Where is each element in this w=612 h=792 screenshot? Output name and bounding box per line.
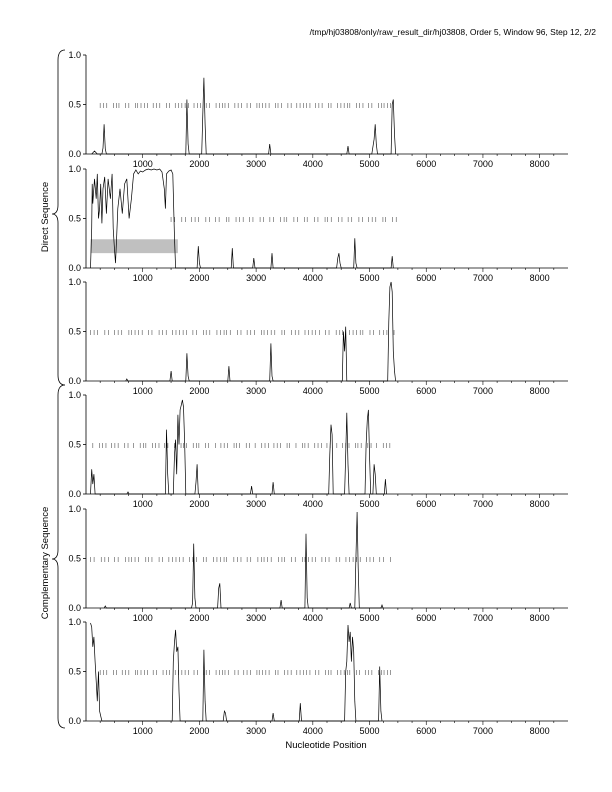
probability-line xyxy=(103,511,384,609)
y-tick-label: 0.0 xyxy=(68,149,81,159)
y-tick-label: 1.0 xyxy=(68,617,81,627)
x-tick-label: 8000 xyxy=(530,273,550,283)
direct-sequence-label: Direct Sequence xyxy=(40,182,51,252)
x-tick-label: 3000 xyxy=(246,159,266,169)
x-tick-label: 4000 xyxy=(303,613,323,623)
y-tick-label: 0.0 xyxy=(68,489,81,499)
y-tick-label: 1.0 xyxy=(68,390,81,400)
panel-4: 0.0 0.5 1.0 1000 2000 3000 4000 5000 6000 7000 800… xyxy=(68,390,568,509)
x-tick-label: 2000 xyxy=(189,726,209,736)
x-tick-label: 8000 xyxy=(530,726,550,736)
x-tick-label: 1000 xyxy=(133,386,153,396)
x-axis-label: Nucleotide Position xyxy=(285,740,366,751)
x-tick-label: 4000 xyxy=(303,499,323,509)
x-tick-label: 5000 xyxy=(360,159,380,169)
x-tick-label: 6000 xyxy=(416,159,436,169)
y-tick-label: 1.0 xyxy=(68,504,81,514)
x-tick-label: 7000 xyxy=(473,613,493,623)
y-tick-label: 1.0 xyxy=(68,50,81,60)
x-tick-label: 4000 xyxy=(303,159,323,169)
panel-3: 0.0 0.5 1.0 1000 2000 3000 4000 5000 6000 7000 800… xyxy=(68,277,568,396)
y-tick-label: 0.5 xyxy=(68,214,81,224)
x-tick-label: 1000 xyxy=(133,159,153,169)
direct-bracket xyxy=(51,49,66,386)
x-tick-label: 7000 xyxy=(473,386,493,396)
x-tick-label: 3000 xyxy=(246,499,266,509)
x-tick-label: 3000 xyxy=(246,726,266,736)
figure-header: /tmp/hj03808/only/raw_result_dir/hj03808… xyxy=(310,27,597,37)
x-tick-label: 6000 xyxy=(416,273,436,283)
y-tick-label: 1.0 xyxy=(68,164,81,174)
x-tick-label: 5000 xyxy=(360,273,380,283)
y-tick-label: 0.0 xyxy=(68,716,81,726)
x-tick-label: 5000 xyxy=(360,613,380,623)
complementary-sequence-label: Complementary Sequence xyxy=(40,507,51,619)
probability-line xyxy=(90,168,394,269)
x-tick-label: 5000 xyxy=(360,726,380,736)
x-tick-label: 7000 xyxy=(473,159,493,169)
x-tick-label: 6000 xyxy=(416,726,436,736)
x-tick-label: 1000 xyxy=(133,273,153,283)
complementary-bracket xyxy=(51,384,66,729)
x-tick-label: 8000 xyxy=(530,613,550,623)
panel-1: 0.0 0.5 1.0 1000 2000 3000 4000 5000 6000 7000 800… xyxy=(68,50,568,169)
y-tick-label: 0.5 xyxy=(68,440,81,450)
panel-2: 0.0 0.5 1.0 1000 2000 3000 4000 5000 6000 7000 800… xyxy=(68,164,568,283)
x-tick-label: 5000 xyxy=(360,386,380,396)
x-tick-label: 2000 xyxy=(189,499,209,509)
x-tick-label: 2000 xyxy=(189,386,209,396)
x-tick-label: 8000 xyxy=(530,499,550,509)
y-tick-label: 1.0 xyxy=(68,277,81,287)
x-tick-label: 5000 xyxy=(360,499,380,509)
x-tick-label: 8000 xyxy=(530,386,550,396)
x-tick-label: 7000 xyxy=(473,499,493,509)
x-tick-label: 6000 xyxy=(416,386,436,396)
panel-5: 0.0 0.5 1.0 1000 2000 3000 4000 5000 6000 7000 800… xyxy=(68,504,568,623)
probability-line xyxy=(125,281,396,382)
x-tick-label: 4000 xyxy=(303,273,323,283)
x-tick-label: 1000 xyxy=(133,613,153,623)
y-tick-label: 0.5 xyxy=(68,667,81,677)
probability-line xyxy=(91,77,396,155)
x-tick-label: 4000 xyxy=(303,386,323,396)
y-tick-label: 0.5 xyxy=(68,100,81,110)
y-tick-label: 0.5 xyxy=(68,327,81,337)
panels: 0.0 0.5 1.0 1000 2000 3000 4000 5000 6000 7000 800… xyxy=(68,50,568,736)
panel-6: 0.0 0.5 1.0 1000 2000 3000 4000 5000 6000 7000 800… xyxy=(68,617,568,736)
x-tick-label: 2000 xyxy=(189,613,209,623)
x-tick-label: 2000 xyxy=(189,273,209,283)
y-tick-label: 0.0 xyxy=(68,376,81,386)
probability-line xyxy=(90,622,383,722)
group-brackets xyxy=(51,49,66,729)
y-tick-label: 0.0 xyxy=(68,263,81,273)
x-tick-label: 1000 xyxy=(133,499,153,509)
x-tick-label: 8000 xyxy=(530,159,550,169)
x-tick-label: 2000 xyxy=(189,159,209,169)
y-tick-label: 0.5 xyxy=(68,554,81,564)
x-tick-label: 7000 xyxy=(473,726,493,736)
x-tick-label: 3000 xyxy=(246,273,266,283)
x-tick-label: 3000 xyxy=(246,613,266,623)
probability-line xyxy=(90,399,387,495)
highlight-region xyxy=(90,239,178,254)
x-tick-label: 7000 xyxy=(473,273,493,283)
x-tick-label: 6000 xyxy=(416,499,436,509)
x-tick-label: 3000 xyxy=(246,386,266,396)
x-tick-label: 1000 xyxy=(133,726,153,736)
y-tick-label: 0.0 xyxy=(68,603,81,613)
x-tick-label: 4000 xyxy=(303,726,323,736)
x-tick-label: 6000 xyxy=(416,613,436,623)
